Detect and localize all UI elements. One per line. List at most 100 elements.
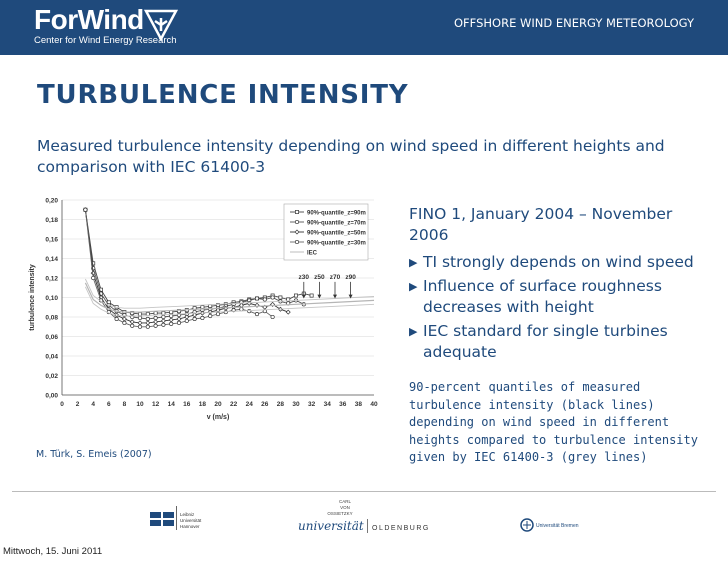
series-point — [239, 307, 244, 312]
series-point — [91, 275, 96, 281]
series-point — [215, 312, 221, 317]
hannover-line: Hannover — [180, 524, 200, 529]
series-point — [153, 311, 158, 316]
legend-marker — [294, 239, 300, 245]
triangle-right-icon: ▶ — [409, 256, 418, 269]
y-axis-label: turbulence intensity — [29, 264, 36, 331]
bullet-item: ▶ IEC standard for single turbines adequa… — [409, 321, 709, 363]
legend-marker — [294, 219, 300, 225]
x-tick-label: 40 — [370, 401, 378, 408]
bullet-list: ▶ TI strongly depends on wind speed ▶ Infl… — [409, 252, 709, 363]
series-line — [84, 209, 305, 320]
legend-label: 90%-quantile_z=30m — [307, 240, 366, 246]
legend-label: 90%-quantile_z=50m — [307, 230, 366, 236]
series-point — [153, 315, 158, 321]
y-tick-label: 0,04 — [45, 354, 58, 361]
series-line — [84, 209, 312, 315]
oldenburg-main: universität — [298, 519, 364, 533]
x-tick-label: 16 — [183, 401, 191, 408]
legend-label: IEC — [307, 250, 318, 256]
series-point — [121, 316, 127, 322]
x-tick-label: 10 — [136, 401, 144, 408]
series-point — [200, 315, 205, 321]
bullet-text: IEC standard for single turbines adequat… — [423, 322, 668, 361]
legend-label: 90%-quantile_z=70m — [307, 220, 366, 226]
series-point — [160, 318, 166, 324]
x-tick-label: 24 — [246, 401, 254, 408]
logo-subtitle: Center for Wind Energy Research — [34, 35, 177, 46]
series-point — [278, 295, 283, 300]
x-axis-label: v (m/s) — [207, 414, 230, 421]
x-tick-label: 20 — [214, 401, 222, 408]
x-tick-label: 8 — [123, 401, 127, 408]
series-point — [145, 320, 151, 326]
forwind-logo: ForWind Center for Wind Energy Research — [34, 6, 177, 47]
series-point — [176, 320, 182, 325]
series-point — [138, 312, 142, 317]
triangle-right-icon: ▶ — [409, 325, 418, 338]
height-annotation: z50 — [314, 274, 325, 281]
x-tick-label: 26 — [261, 401, 269, 408]
series-point — [309, 293, 314, 298]
series-point — [129, 319, 135, 325]
x-tick-label: 2 — [76, 401, 80, 408]
series-point — [270, 295, 275, 300]
series-point — [161, 311, 166, 316]
triangle-right-icon: ▶ — [409, 280, 418, 293]
slide-title: TURBULENCE INTENSITY — [37, 80, 409, 110]
series-point — [184, 318, 189, 323]
series-point — [246, 300, 252, 306]
series-point — [83, 207, 88, 212]
y-tick-label: 0,20 — [45, 198, 58, 205]
legend-label: 90%-quantile_z=90m — [307, 210, 366, 216]
series-point — [254, 312, 260, 317]
x-tick-label: 0 — [60, 401, 64, 408]
x-tick-label: 34 — [324, 401, 332, 408]
series-point — [137, 320, 143, 326]
series-point — [184, 314, 190, 320]
series-point — [285, 309, 291, 315]
series-point — [208, 313, 213, 319]
hannover-line: Universität — [180, 518, 202, 523]
footer-date: Mittwoch, 15. Juni 2011 — [3, 546, 103, 557]
right-column: FINO 1, January 2004 – November 2006 ▶ TI… — [409, 204, 709, 467]
series-point — [168, 317, 174, 323]
series-point — [169, 321, 174, 326]
annotation-arrowhead — [317, 294, 322, 299]
annotation-arrowhead — [333, 294, 337, 299]
dataset-heading: FINO 1, January 2004 – November 2006 — [409, 205, 673, 244]
series-point — [130, 323, 135, 328]
series-point — [254, 296, 260, 301]
oldenburg-top: VON — [340, 505, 350, 510]
series-line — [84, 282, 375, 313]
legend-marker — [295, 210, 299, 214]
bullet-text: TI strongly depends on wind speed — [423, 253, 694, 271]
y-tick-label: 0,06 — [45, 334, 58, 341]
x-tick-label: 36 — [339, 401, 347, 408]
series-point — [262, 297, 267, 302]
annotation-arrowhead — [301, 294, 306, 299]
series-point — [145, 316, 150, 322]
oldenburg-city: OLDENBURG — [372, 525, 430, 532]
height-annotation: z30 — [299, 274, 310, 281]
series-point — [114, 316, 119, 322]
series-point — [137, 315, 143, 321]
oldenburg-top: OSSIETZKY — [327, 511, 352, 516]
bremen-logo: Universität Bremen — [520, 518, 579, 532]
x-tick-label: 18 — [199, 401, 207, 408]
x-tick-label: 4 — [91, 401, 95, 408]
height-annotation: z70 — [330, 274, 341, 281]
figure-caption: 90-percent quantiles of measured turbule… — [409, 380, 698, 464]
annotation-arrowhead — [348, 294, 353, 299]
series-point — [153, 323, 158, 328]
series-point — [247, 309, 252, 314]
x-tick-label: 22 — [230, 401, 238, 408]
oldenburg-top: CARL — [339, 499, 352, 504]
series-point — [192, 316, 197, 322]
x-tick-label: 12 — [152, 401, 160, 408]
series-point — [137, 324, 143, 329]
series-point — [161, 314, 166, 320]
footer-logos: Leibniz Universität Hannover CARL VON OS… — [150, 499, 579, 533]
hannover-logo: Leibniz Universität Hannover — [150, 506, 202, 530]
x-tick-label: 32 — [308, 401, 316, 408]
